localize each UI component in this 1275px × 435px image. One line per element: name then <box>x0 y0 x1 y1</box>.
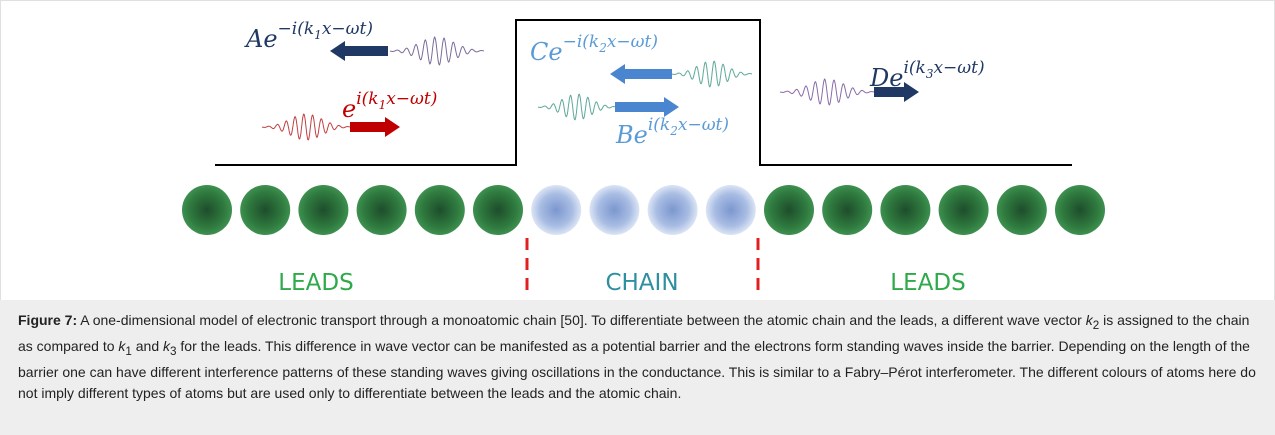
caption-label: Figure 7: <box>18 312 78 328</box>
arrow-reflected-left <box>330 41 388 61</box>
lead-atom <box>1055 185 1105 235</box>
lead-atom <box>822 185 873 235</box>
wave-packet-transmitted <box>779 78 875 106</box>
equation-chain-B: Bei(k2x−ωt) <box>615 115 729 149</box>
region-label-left: LEADS <box>278 270 353 296</box>
wave-packets <box>261 36 875 141</box>
wave-packet-chain-incident <box>537 93 617 121</box>
equation-incident: ei(k1x−ωt) <box>342 89 437 123</box>
arrow-chain-left <box>610 64 672 84</box>
equation-reflected-A: Ae−i(k1x−ωt) <box>244 19 373 53</box>
lead-atom <box>182 185 232 235</box>
figure-caption: Figure 7: A one-dimensional model of ele… <box>0 300 1275 435</box>
arrow-incident-right <box>350 117 400 137</box>
lead-atom <box>356 185 407 235</box>
transport-diagram: LEADS CHAIN LEADS Ae−i(k1x−ωt) ei(k1x−ωt… <box>182 19 1105 296</box>
lead-atom <box>298 185 349 235</box>
region-label-right: LEADS <box>890 270 965 296</box>
arrow-transmitted-right <box>874 82 919 102</box>
potential-barrier-line <box>215 19 1072 166</box>
lead-atom <box>938 185 989 235</box>
arrow-chain-right <box>615 97 679 117</box>
wave-packet-reflected <box>389 36 485 66</box>
lead-atom <box>996 185 1047 235</box>
equation-chain-C: Ce−i(k2x−ωt) <box>530 32 658 66</box>
chain-atom <box>705 185 756 235</box>
caption-paragraph: Figure 7: A one-dimensional model of ele… <box>18 312 1256 401</box>
lead-atom <box>473 185 523 235</box>
region-label-chain: CHAIN <box>605 270 678 296</box>
wave-packet-incident <box>261 113 351 141</box>
lead-atom <box>764 185 814 235</box>
atom-row <box>182 185 1105 235</box>
lead-atom <box>880 185 931 235</box>
equation-transmitted-D: Dei(k3x−ωt) <box>869 58 985 92</box>
wave-packet-chain-reflected <box>671 60 753 88</box>
chain-atom <box>531 185 582 235</box>
chain-atom <box>647 185 698 235</box>
lead-atom <box>414 185 465 235</box>
lead-atom <box>240 185 291 235</box>
chain-atom <box>589 185 640 235</box>
